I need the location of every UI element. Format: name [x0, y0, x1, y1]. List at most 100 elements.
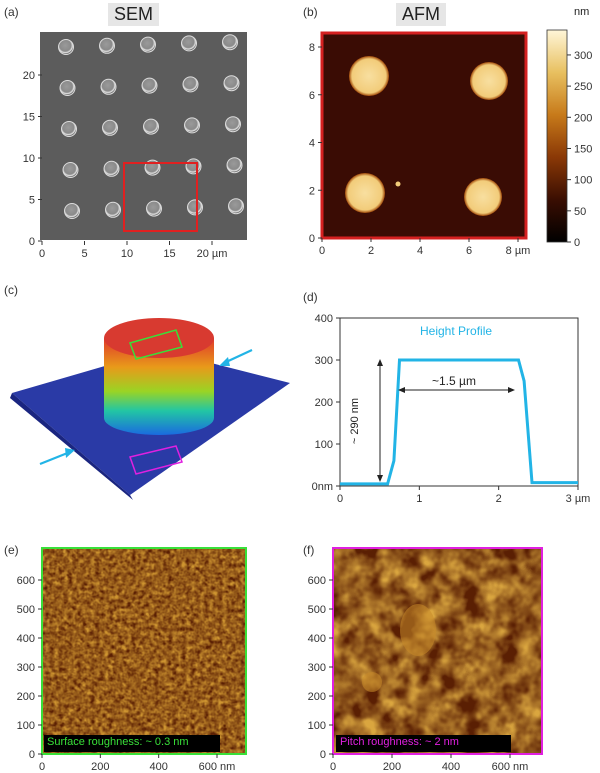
sem-pillar: [143, 118, 159, 135]
f-x-tick-label: 400: [442, 761, 460, 773]
sem-x-tick-label: 15: [163, 248, 175, 260]
sem-pillar: [185, 158, 202, 175]
sem-pillar: [187, 199, 203, 216]
e-y-tick-label: 0: [29, 749, 35, 761]
afm-y-tick-label: 0: [309, 233, 315, 245]
top-roi-box: [129, 329, 183, 360]
profile-x-tick-label: 3 µm: [566, 493, 591, 505]
sem-pillar: [181, 35, 197, 52]
sem-pillar: [105, 201, 121, 218]
sem-pillar: [144, 159, 161, 176]
sem-pillar: [225, 116, 241, 133]
afm-x-tick-label: 2: [368, 245, 374, 257]
colorbar-tick-label: 150: [574, 143, 592, 155]
arrow-left: [39, 450, 71, 466]
afm-x-tick-label: 4: [417, 245, 423, 257]
f-y-tick-label: 200: [308, 691, 326, 703]
roughness-image-f: [333, 548, 542, 754]
height-arrow-head-down: [377, 475, 383, 482]
sem-pillar: [62, 162, 79, 178]
colorbar-tick-label: 100: [574, 175, 592, 187]
sem-y-tick-label: 10: [23, 153, 35, 165]
height-arrow-head-up: [377, 359, 383, 366]
substrate-edge: [10, 393, 133, 500]
surface-roughness-caption: Surface roughness: ~ 0.3 nm: [47, 736, 189, 748]
sem-pillar: [59, 80, 76, 96]
profile-y-tick-label: 400: [315, 313, 333, 325]
roughness-texture-e: [42, 548, 246, 754]
width-arrow-head-left: [398, 387, 405, 393]
f-y-tick-label: 400: [308, 633, 326, 645]
colorbar-tick-label: 0: [574, 237, 580, 249]
e-x-tick-label: 200: [91, 761, 109, 773]
profile-y-tick-label: 200: [315, 397, 333, 409]
f-y-tick-label: 300: [308, 662, 326, 674]
sem-pillar: [102, 119, 118, 136]
sem-pillar: [103, 160, 120, 177]
sem-image: [40, 32, 247, 240]
f-x-tick-label: 600 nm: [492, 761, 529, 773]
sem-pillar: [99, 37, 115, 54]
afm-title: AFM: [396, 3, 446, 26]
afm-image: [320, 31, 528, 240]
afm-y-tick-label: 2: [309, 185, 315, 197]
sem-pillar: [146, 200, 162, 217]
magenta-frame: [332, 547, 543, 755]
sem-pillar: [100, 78, 117, 95]
panel-label-a: (a): [4, 5, 19, 19]
height-profile-annotation: Height Profile: [420, 324, 493, 338]
pitch-roughness-caption: Pitch roughness: ~ 2 nm: [340, 736, 459, 748]
profile-x-tick-label: 0: [337, 493, 343, 505]
arrow-right: [223, 349, 253, 364]
afm-pillar: [470, 62, 508, 100]
pillar-top: [104, 318, 214, 358]
sem-x-tick-label: 0: [39, 248, 45, 260]
sem-pillar: [226, 157, 243, 174]
afm-x-tick-label: 8 µm: [506, 245, 531, 257]
e-y-tick-label: 500: [17, 604, 35, 616]
colorbar-unit: nm: [574, 6, 590, 18]
e-y-tick-label: 300: [17, 662, 35, 674]
sem-pillar: [222, 34, 238, 51]
profile-y-tick-label: 300: [315, 355, 333, 367]
afm-y-tick-label: 8: [309, 42, 315, 54]
f-y-tick-label: 600: [308, 575, 326, 587]
afm-y-tick-label: 6: [309, 90, 315, 102]
sem-pillar: [141, 77, 158, 94]
substrate-plane: [12, 350, 290, 495]
sem-x-tick-label: 10: [121, 248, 133, 260]
sem-y-tick-label: 15: [23, 112, 35, 124]
afm-x-tick-label: 0: [319, 245, 325, 257]
sem-pillar: [58, 39, 74, 55]
pillar-side: [104, 338, 214, 435]
e-y-tick-label: 100: [17, 720, 35, 732]
roughness-image-e: [42, 548, 246, 754]
sem-pillar: [223, 75, 240, 92]
afm-colorbar: [546, 29, 568, 243]
sem-pillar: [182, 76, 199, 93]
green-frame: [41, 547, 247, 755]
sem-pillar: [140, 36, 156, 53]
grain-cluster: [400, 604, 436, 656]
e-x-tick-label: 0: [39, 761, 45, 773]
width-arrow-head-right: [508, 387, 515, 393]
substrate-roi-box: [129, 445, 183, 475]
sem-pillar: [184, 117, 200, 134]
profile-y-tick-label: 0nm: [312, 481, 333, 493]
sem-y-tick-label: 0: [29, 236, 35, 248]
f-x-tick-label: 0: [330, 761, 336, 773]
e-y-tick-label: 600: [17, 575, 35, 587]
afm-x-tick-label: 6: [466, 245, 472, 257]
e-x-tick-label: 400: [149, 761, 167, 773]
afm-pillar: [345, 173, 385, 213]
f-y-tick-label: 500: [308, 604, 326, 616]
colorbar-tick-label: 200: [574, 112, 592, 124]
colorbar-tick-label: 300: [574, 50, 592, 62]
sem-selection-box: [123, 162, 198, 232]
afm-y-tick-label: 4: [309, 138, 315, 150]
e-y-tick-label: 400: [17, 633, 35, 645]
afm-pillar: [464, 178, 502, 216]
